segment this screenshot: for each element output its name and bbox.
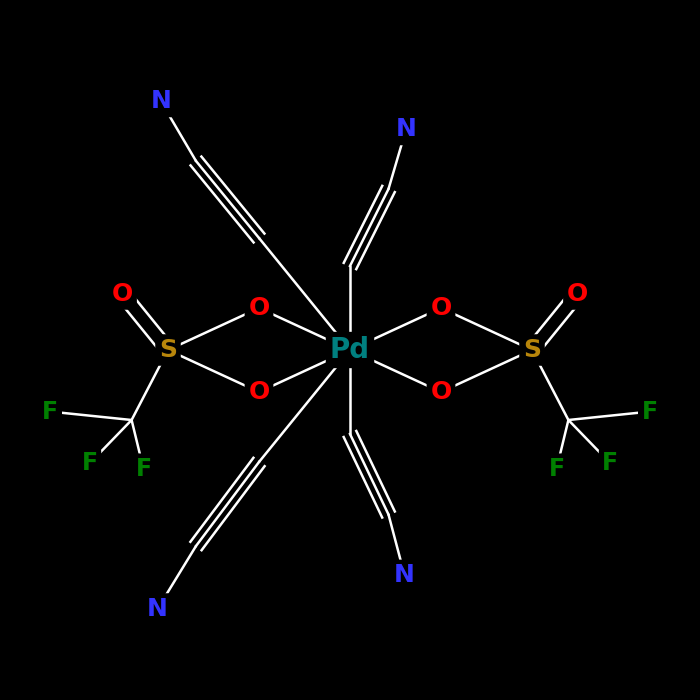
Text: O: O xyxy=(248,380,270,404)
Text: F: F xyxy=(602,452,619,475)
Text: N: N xyxy=(394,564,415,587)
Text: F: F xyxy=(42,400,59,424)
Text: F: F xyxy=(135,457,152,481)
Text: S: S xyxy=(159,338,177,362)
Text: O: O xyxy=(248,296,270,320)
Text: F: F xyxy=(641,400,658,424)
Text: F: F xyxy=(81,452,98,475)
Text: O: O xyxy=(430,380,452,404)
Text: N: N xyxy=(150,90,172,113)
Text: N: N xyxy=(147,597,168,621)
Text: O: O xyxy=(112,282,133,306)
Text: N: N xyxy=(395,118,416,141)
Text: S: S xyxy=(523,338,541,362)
Text: Pd: Pd xyxy=(330,336,370,364)
Text: O: O xyxy=(430,296,452,320)
Text: O: O xyxy=(567,282,588,306)
Text: F: F xyxy=(548,457,565,481)
